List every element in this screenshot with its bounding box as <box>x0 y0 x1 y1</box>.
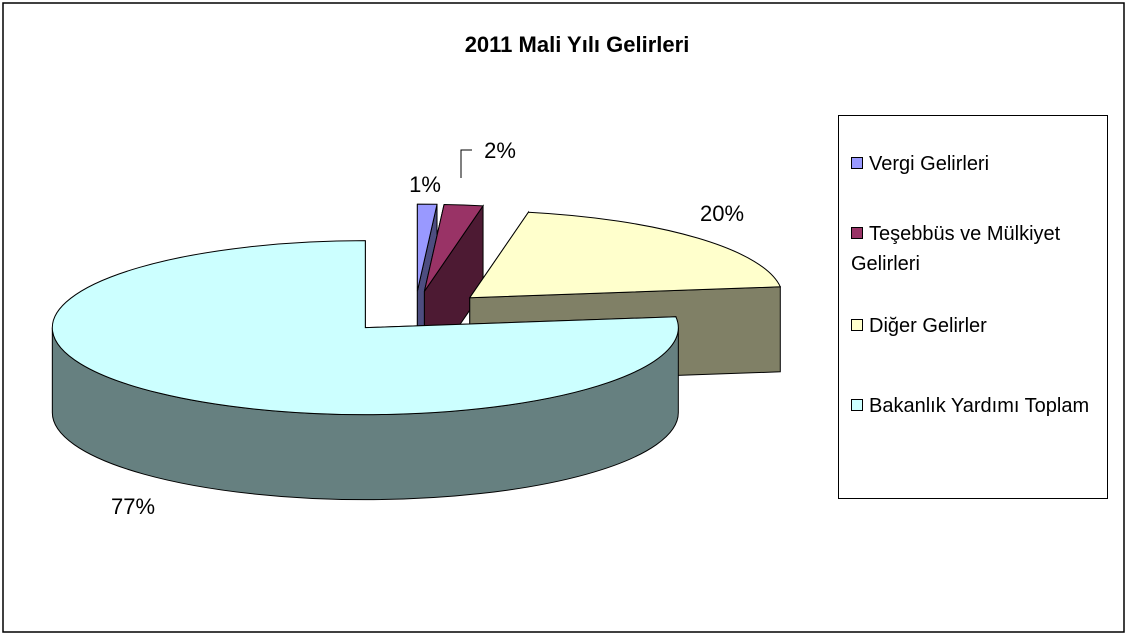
pie <box>51 203 782 501</box>
chart-title: 2011 Mali Yılı Gelirleri <box>465 32 690 57</box>
legend-swatch <box>851 399 863 411</box>
legend-item: Bakanlık Yardımı Toplam <box>851 391 1101 421</box>
legend-swatch <box>851 227 863 239</box>
data-label: 1% <box>409 172 441 197</box>
legend-label: Diğer Gelirler <box>869 315 987 337</box>
data-label: 77% <box>111 494 155 519</box>
legend-item: Diğer Gelirler <box>851 311 1101 341</box>
legend-label: Teşebbüs ve Mülkiyet Gelirleri <box>851 223 1061 275</box>
data-label: 20% <box>700 201 744 226</box>
leader-line <box>460 149 472 178</box>
slice-top <box>423 203 484 292</box>
slice-top <box>51 240 679 416</box>
slice-top <box>416 203 438 292</box>
legend-item: Teşebbüs ve Mülkiyet Gelirleri <box>851 219 1101 279</box>
legend-swatch <box>851 319 863 331</box>
legend: Vergi Gelirleri Teşebbüs ve Mülkiyet Geli… <box>838 115 1108 499</box>
legend-item: Vergi Gelirleri <box>851 149 1101 179</box>
slice <box>51 240 679 501</box>
legend-label: Bakanlık Yardımı Toplam <box>869 395 1090 417</box>
legend-label: Vergi Gelirleri <box>869 153 990 175</box>
data-label: 2% <box>484 138 516 163</box>
legend-swatch <box>851 157 863 169</box>
slice-top <box>468 211 782 299</box>
